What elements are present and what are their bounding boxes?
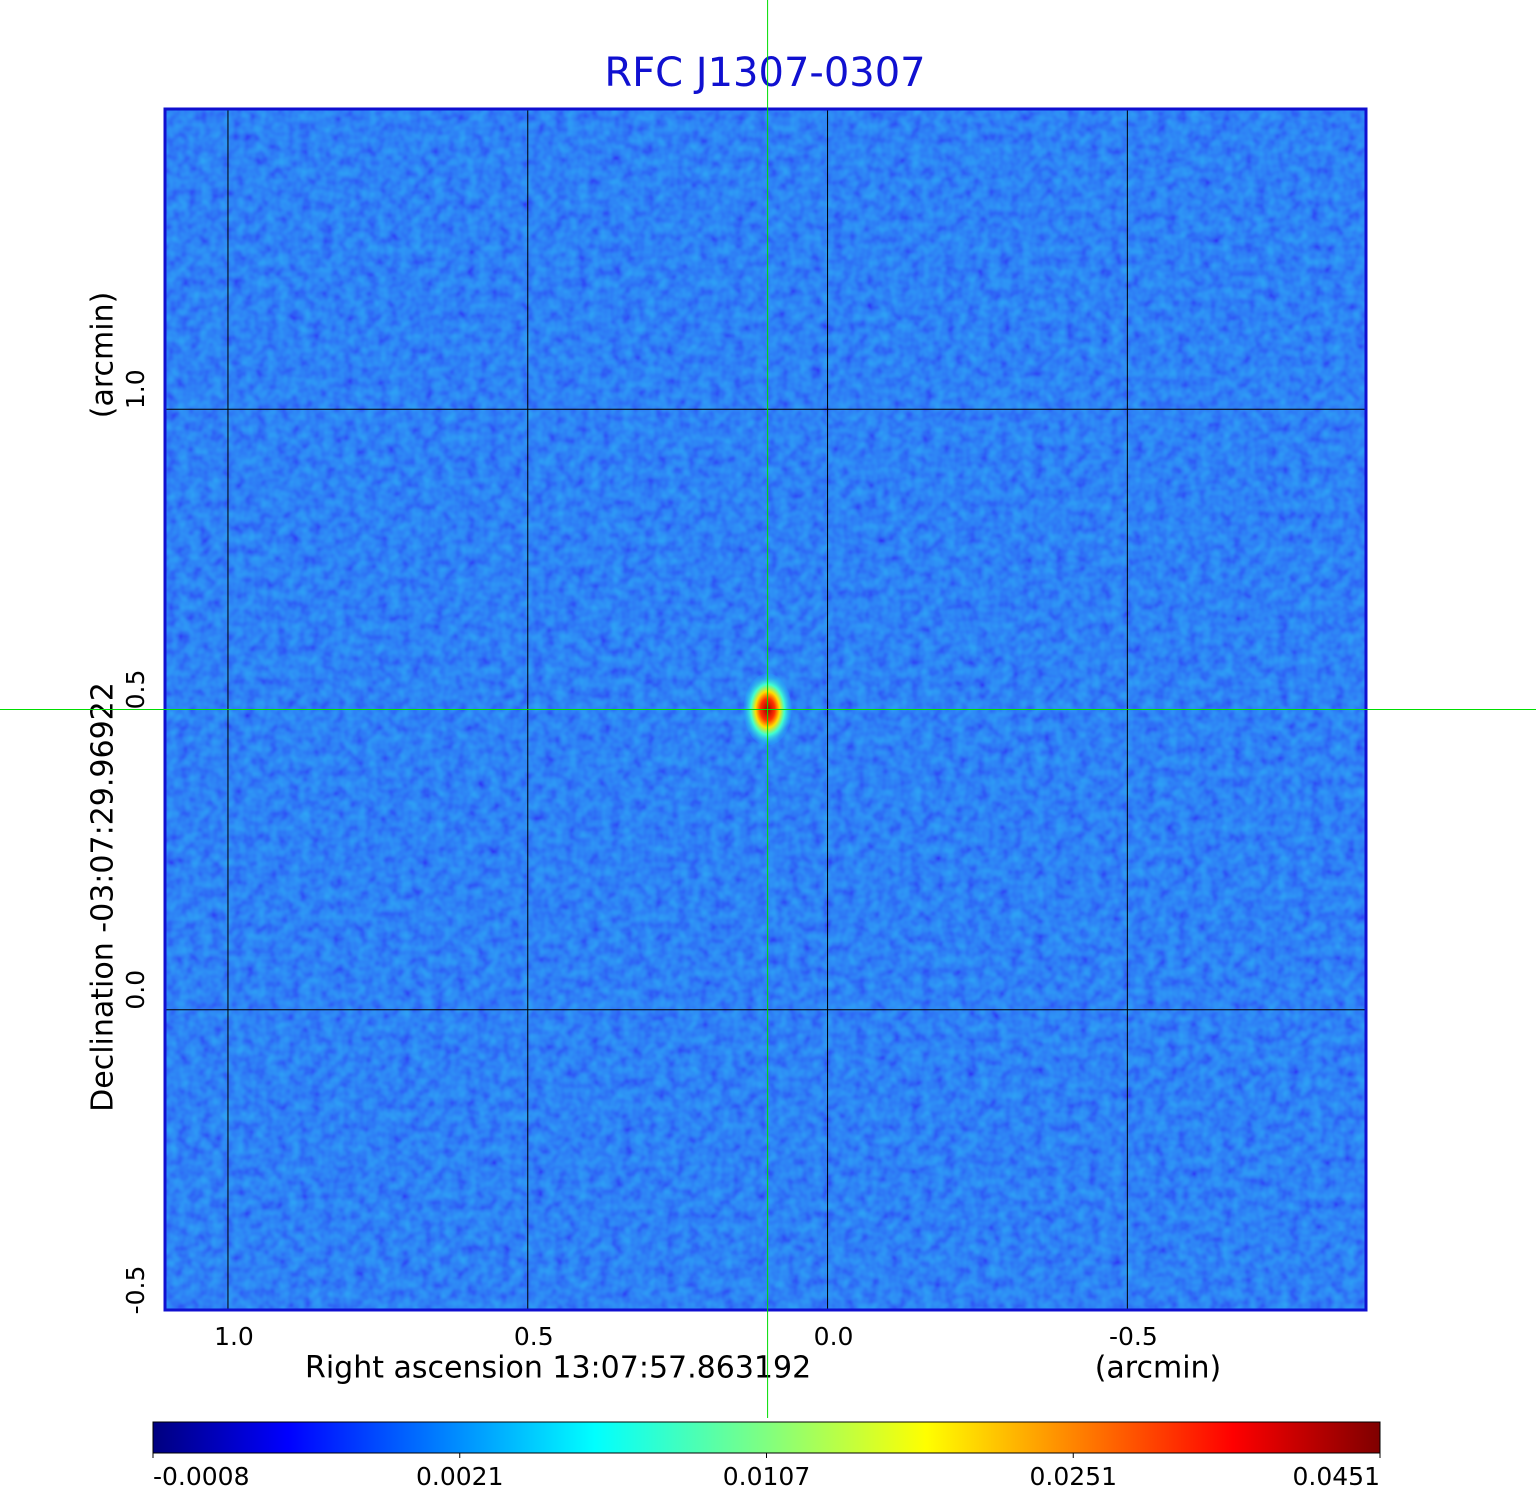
y-axis-unit: (arcmin) [86,292,121,419]
y-tick-label: -0.5 [121,1266,150,1315]
colorbar [152,1421,1381,1454]
colorbar-tick-label: 0.0251 [1030,1462,1117,1491]
x-tick-label: 0.5 [514,1322,554,1351]
x-axis-label: Right ascension 13:07:57.863192 [305,1351,811,1386]
y-tick-label: 0.0 [121,970,150,1010]
x-tick-label: 1.0 [214,1322,254,1351]
chart-title: RFC J1307-0307 [604,50,925,96]
x-tick-label: -0.5 [1109,1322,1158,1351]
colorbar-tick-label: 0.0107 [723,1462,810,1491]
colorbar-tick-label: 0.0021 [416,1462,503,1491]
y-axis-label: Declination -03:07:29.96922 [86,682,121,1112]
x-axis-unit: (arcmin) [1095,1351,1222,1386]
colorbar-tick-label: 0.0451 [1293,1462,1380,1491]
y-tick-label: 1.0 [121,369,150,409]
y-tick-label: 0.5 [121,670,150,710]
colorbar-tick-label: -0.0008 [153,1462,250,1491]
x-tick-label: 0.0 [814,1322,854,1351]
